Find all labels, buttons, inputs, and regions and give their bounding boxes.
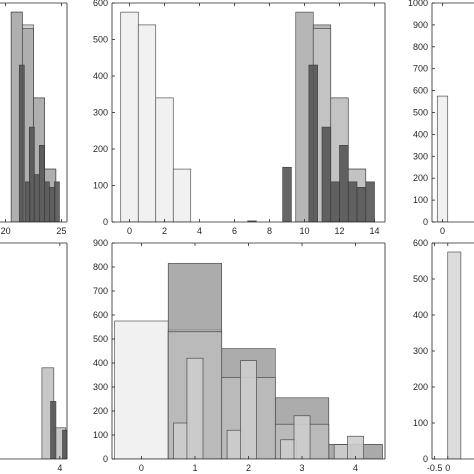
x-tick-label: 12 [334,226,344,236]
bar-p1-s3-4 [34,174,40,222]
bar-p1-s3-8 [54,181,60,222]
bar-p5-s4-8 [347,435,364,459]
plot-area [447,251,462,459]
y-tick-label: 500 [413,274,428,284]
y-tick-label: 200 [93,144,108,154]
x-tick-label: 10 [299,226,309,236]
x-tick-label: 2 [162,226,167,236]
bar-p2-s1-2 [137,24,157,222]
y-tick-label: 200 [413,382,428,392]
y-tick-label: 0 [103,454,108,464]
y-tick-label: 200 [413,173,428,183]
x-tick-label: 25 [56,226,66,236]
x-tick-label: 0 [445,463,450,473]
bar-p2-s4-6 [339,145,349,222]
bar-p5-s4-4 [240,360,257,459]
chart-panel-5: 0 1 2 3 4 0 100 200 300 400 500 600 700 800 900 [93,238,386,473]
bar-p5-s1-1 [114,320,169,459]
bar-p2-s4-2 [282,166,292,222]
y-tick-label: 400 [413,129,428,139]
x-tick-label: 0 [127,226,132,236]
y-tick-label: 500 [413,108,428,118]
chart-panel-4: 4 [0,242,68,473]
bar-p4-s2-1 [50,401,57,459]
bar-p3-s1-1 [436,95,449,222]
bar-p1-s3-1 [18,64,25,222]
y-tick-label: 0 [103,217,108,227]
chart-panel-1: 20 25 [0,2,68,236]
bar-p2-s4-7 [347,181,358,222]
plot-area [436,95,449,222]
y-tick-label: 400 [413,310,428,320]
bar-p4-s2-2 [62,429,67,459]
y-tick-label: 300 [413,346,428,356]
x-tick-label: 20 [1,226,11,236]
chart-panel-3: 0 0 100 200 300 400 500 600 700 800 900 1000 [408,0,474,236]
bar-p6-s1-1 [447,251,462,459]
bar-p2-s1-4 [172,168,192,222]
bar-p1-s3-5 [39,145,45,222]
y-tick-label: 0 [423,217,428,227]
y-tick-label: 700 [413,64,428,74]
x-tick-label: 3 [300,463,305,473]
y-tick-label: 800 [93,262,108,272]
bar-p1-s3-3 [29,126,35,222]
y-tick-label: 300 [93,108,108,118]
y-tick-label: 100 [93,430,108,440]
x-tick-label: 6 [232,226,237,236]
bar-p2-s4-9 [365,181,375,222]
x-tick-label: 8 [267,226,272,236]
y-tick-label: 600 [93,310,108,320]
bar-p1-s3-6 [44,181,50,222]
bar-p2-s4-8 [356,187,367,222]
y-tick-label: 100 [413,418,428,428]
x-tick-label: 4 [353,463,358,473]
bar-p1-s3-7 [49,187,55,222]
y-tick-label: 300 [413,151,428,161]
chart-panel-2: 0 2 4 6 8 10 12 14 0 100 200 300 400 500 600 [93,0,386,236]
plot-area [120,11,375,222]
y-tick-label: 100 [93,181,108,191]
y-tick-label: 100 [413,195,428,205]
x-tick-label: -0.5 [427,463,443,473]
bar-p2-s1-3 [155,97,174,222]
y-tick-label: 700 [93,286,108,296]
y-tick-label: 400 [93,358,108,368]
chart-panel-6: -0.5 0 0 100 200 300 400 500 600 [413,238,474,473]
y-tick-label: 300 [93,382,108,392]
y-tick-label: 1000 [408,0,428,8]
y-tick-label: 800 [413,42,428,52]
x-tick-label: 0 [139,463,144,473]
x-tick-label: 2 [246,463,251,473]
y-tick-label: 600 [413,86,428,96]
x-tick-label: 1 [192,463,197,473]
y-tick-label: 0 [423,454,428,464]
x-tick-label: 14 [369,226,379,236]
y-tick-label: 500 [93,35,108,45]
y-tick-label: 500 [93,334,108,344]
bar-p2-s4-5 [330,181,340,222]
y-tick-label: 200 [93,406,108,416]
bar-p5-s4-2 [186,357,204,459]
bar-p5-s4-6 [293,415,311,459]
y-tick-label: 600 [93,0,108,8]
plot-area [114,263,383,459]
x-tick-label: 0 [440,226,445,236]
bar-p2-s4-3 [308,64,318,222]
x-tick-label: 4 [197,226,202,236]
y-tick-label: 400 [93,71,108,81]
plot-area [10,11,60,222]
y-tick-label: 900 [413,20,428,30]
y-tick-label: 900 [93,238,108,248]
bar-p2-s1-1 [120,11,139,222]
plot-area [41,367,67,459]
x-tick-label: 4 [57,463,62,473]
y-tick-label: 600 [413,238,428,248]
bar-p2-s4-4 [321,126,332,222]
